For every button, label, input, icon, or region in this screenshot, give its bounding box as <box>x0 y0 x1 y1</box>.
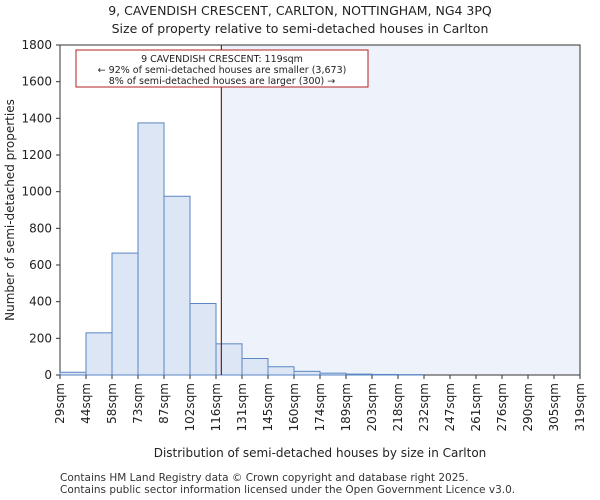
larger-region-highlight <box>221 45 580 375</box>
histogram-bar <box>163 195 191 376</box>
histogram-bar <box>345 373 373 376</box>
histogram-bar <box>59 371 87 376</box>
histogram-bar <box>85 332 113 376</box>
x-tick-label: 232sqm <box>417 383 431 431</box>
x-tick-label: 319sqm <box>573 383 587 431</box>
x-tick-label: 276sqm <box>495 383 509 431</box>
histogram-bar <box>319 372 347 376</box>
x-tick-label: 247sqm <box>443 383 457 431</box>
x-tick-label: 261sqm <box>469 383 483 431</box>
y-tick-label: 0 <box>44 368 52 382</box>
histogram-bar <box>137 122 165 376</box>
y-tick-label: 1000 <box>21 185 52 199</box>
x-tick-label: 203sqm <box>365 383 379 431</box>
x-tick-label: 29sqm <box>53 383 67 424</box>
annotation-title: 9 CAVENDISH CRESCENT: 119sqm <box>141 54 303 65</box>
annotation-smaller: ← 92% of semi-detached houses are smalle… <box>98 65 347 76</box>
y-tick-label: 200 <box>29 331 52 345</box>
x-tick-label: 102sqm <box>183 383 197 431</box>
histogram-bar <box>267 366 295 376</box>
y-tick-label: 1800 <box>21 38 52 52</box>
x-tick-label: 189sqm <box>339 383 353 431</box>
y-tick-label: 800 <box>29 221 52 235</box>
footer-copyright: Contains HM Land Registry data © Crown c… <box>60 472 469 484</box>
y-tick-label: 1400 <box>21 111 52 125</box>
x-tick-label: 44sqm <box>79 383 93 424</box>
histogram-bar <box>241 358 269 376</box>
histogram-bar <box>215 343 243 376</box>
x-tick-label: 305sqm <box>547 383 561 431</box>
y-tick-label: 1600 <box>21 75 52 89</box>
x-tick-label: 145sqm <box>261 383 275 431</box>
chart-subtitle: Size of property relative to semi-detach… <box>111 21 489 36</box>
histogram-bar <box>111 252 139 376</box>
annotation-larger: 8% of semi-detached houses are larger (3… <box>109 76 336 87</box>
annotation-box <box>75 49 369 88</box>
footer-licence: Contains public sector information licen… <box>60 484 516 496</box>
histogram-bar <box>293 370 321 376</box>
x-tick-label: 73sqm <box>131 383 145 424</box>
x-tick-label: 218sqm <box>391 383 405 431</box>
y-axis-label: Number of semi-detached properties <box>3 99 17 321</box>
x-tick-label: 160sqm <box>287 383 301 431</box>
histogram-bar <box>189 303 217 376</box>
histogram-bar <box>371 373 399 376</box>
x-tick-label: 87sqm <box>157 383 171 424</box>
x-tick-label: 174sqm <box>313 383 327 431</box>
x-axis-label: Distribution of semi-detached houses by … <box>154 446 487 460</box>
histogram-chart: 0 200 400 600 800 1000 1200 1400 1600 1800 Number … <box>3 38 587 460</box>
y-tick-label: 600 <box>29 258 52 272</box>
x-tick-label: 290sqm <box>521 383 535 431</box>
y-tick-label: 400 <box>29 295 52 309</box>
x-tick-label: 58sqm <box>105 383 119 424</box>
x-tick-label: 131sqm <box>235 383 249 431</box>
y-tick-label: 1200 <box>21 148 52 162</box>
chart-title-address: 9, CAVENDISH CRESCENT, CARLTON, NOTTINGH… <box>108 3 492 18</box>
x-tick-label: 116sqm <box>209 383 223 431</box>
